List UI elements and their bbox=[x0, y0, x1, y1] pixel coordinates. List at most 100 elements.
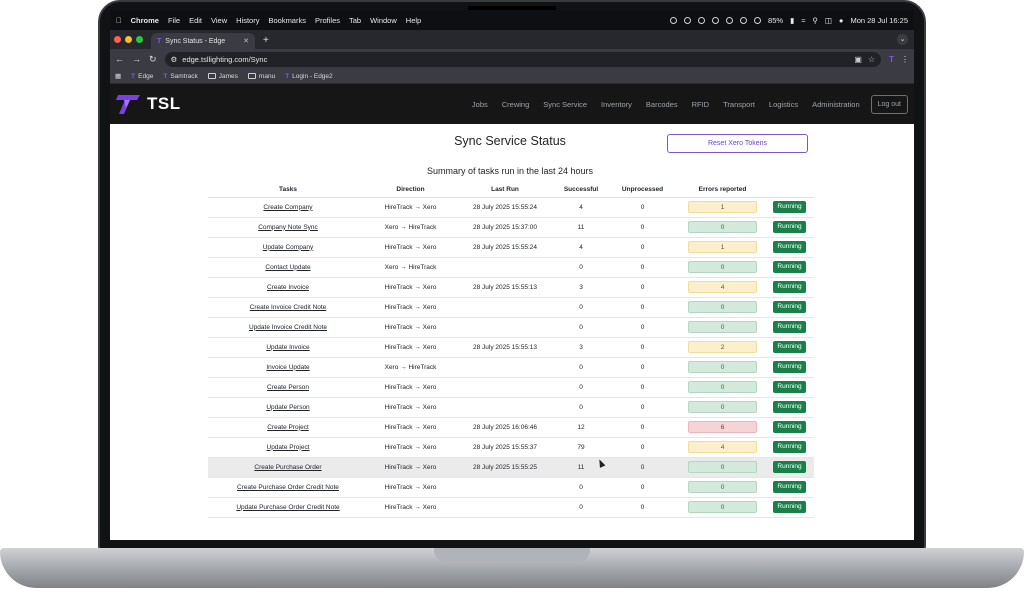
task-link[interactable]: Company Note Sync bbox=[258, 223, 318, 231]
status-icon[interactable] bbox=[712, 16, 720, 24]
bookmark-edge[interactable]: T Edge bbox=[131, 73, 153, 80]
close-tab-icon[interactable]: ✕ bbox=[243, 38, 249, 45]
status-badge[interactable]: Running bbox=[773, 361, 806, 373]
control-center-icon[interactable]: ◫ bbox=[824, 15, 832, 25]
task-link[interactable]: Create Person bbox=[267, 383, 309, 391]
status-badge[interactable]: Running bbox=[773, 341, 806, 353]
nav-administration[interactable]: Administration bbox=[812, 99, 860, 109]
menubar-edit[interactable]: Edit bbox=[183, 15, 202, 25]
reload-icon[interactable]: ↻ bbox=[149, 53, 157, 64]
task-link[interactable]: Update Company bbox=[262, 243, 314, 251]
errors-badge[interactable]: 0 bbox=[688, 461, 757, 473]
status-icon[interactable] bbox=[740, 16, 748, 24]
errors-badge[interactable]: 0 bbox=[688, 481, 757, 493]
back-icon[interactable]: ← bbox=[115, 54, 124, 64]
task-link[interactable]: Create Invoice bbox=[267, 283, 309, 291]
url-text[interactable]: edge.tsllighting.com/Sync bbox=[182, 54, 268, 64]
status-badge[interactable]: Running bbox=[773, 321, 806, 333]
errors-badge[interactable]: 0 bbox=[688, 301, 757, 313]
menubar-tab[interactable]: Tab bbox=[343, 15, 361, 25]
cast-icon[interactable]: ▣ bbox=[854, 54, 862, 64]
errors-badge[interactable]: 0 bbox=[688, 381, 757, 393]
close-window-icon[interactable] bbox=[114, 36, 121, 43]
status-badge[interactable]: Running bbox=[773, 401, 806, 413]
site-info-icon[interactable]: ⚙ bbox=[170, 54, 178, 64]
errors-badge[interactable]: 1 bbox=[688, 241, 757, 253]
status-badge[interactable]: Running bbox=[773, 421, 806, 433]
wifi-icon[interactable]: ≈ bbox=[801, 15, 806, 25]
task-link[interactable]: Update Invoice bbox=[266, 343, 310, 351]
task-link[interactable]: Contact Update bbox=[265, 263, 311, 271]
nav-crewing[interactable]: Crewing bbox=[501, 99, 530, 109]
extension-tsl-icon[interactable]: T bbox=[889, 54, 894, 64]
apps-grid-icon[interactable]: ▦ bbox=[115, 73, 122, 80]
status-icon[interactable] bbox=[670, 16, 678, 24]
status-icon[interactable] bbox=[726, 16, 734, 24]
search-icon[interactable]: ⚲ bbox=[812, 15, 818, 25]
task-link[interactable]: Create Project bbox=[267, 423, 309, 431]
menubar-profiles[interactable]: Profiles bbox=[309, 15, 340, 25]
task-link[interactable]: Update Purchase Order Credit Note bbox=[236, 503, 340, 511]
battery-icon[interactable]: ▮ bbox=[790, 15, 795, 25]
status-badge[interactable]: Running bbox=[773, 261, 806, 273]
nav-transport[interactable]: Transport bbox=[723, 99, 755, 109]
bookmark-star-icon[interactable]: ☆ bbox=[867, 54, 876, 64]
nav-jobs[interactable]: Jobs bbox=[471, 99, 488, 109]
errors-badge[interactable]: 0 bbox=[688, 501, 757, 513]
task-link[interactable]: Update Person bbox=[266, 403, 310, 411]
maximize-window-icon[interactable] bbox=[136, 36, 143, 43]
bookmark-samtrack[interactable]: T Samtrack bbox=[163, 73, 197, 80]
errors-badge[interactable]: 0 bbox=[688, 361, 757, 373]
errors-badge[interactable]: 4 bbox=[688, 281, 757, 293]
tab-search-icon[interactable]: ⌄ bbox=[897, 34, 908, 45]
apple-icon[interactable]:  bbox=[116, 16, 122, 25]
status-badge[interactable]: Running bbox=[773, 501, 806, 513]
errors-badge[interactable]: 4 bbox=[688, 441, 757, 453]
task-link[interactable]: Update Project bbox=[266, 443, 310, 451]
siri-icon[interactable]: ● bbox=[838, 15, 844, 25]
nav-barcodes[interactable]: Barcodes bbox=[645, 99, 678, 109]
errors-badge[interactable]: 0 bbox=[688, 401, 757, 413]
status-badge[interactable]: Running bbox=[773, 221, 806, 233]
menubar-datetime[interactable]: Mon 28 Jul 16:25 bbox=[850, 15, 908, 25]
errors-badge[interactable]: 0 bbox=[688, 261, 757, 273]
status-badge[interactable]: Running bbox=[773, 301, 806, 313]
browser-tab-active[interactable]: T Sync Status - Edge ✕ bbox=[151, 33, 255, 49]
nav-sync-service[interactable]: Sync Service bbox=[543, 99, 588, 109]
errors-badge[interactable]: 2 bbox=[688, 341, 757, 353]
task-link[interactable]: Create Purchase Order Credit Note bbox=[237, 483, 339, 491]
menubar-app-name[interactable]: Chrome bbox=[125, 15, 159, 25]
status-badge[interactable]: Running bbox=[773, 281, 806, 293]
menubar-history[interactable]: History bbox=[230, 15, 259, 25]
status-badge[interactable]: Running bbox=[773, 381, 806, 393]
menubar-bookmarks[interactable]: Bookmarks bbox=[262, 15, 306, 25]
menubar-window[interactable]: Window bbox=[364, 15, 397, 25]
status-icon[interactable] bbox=[754, 16, 762, 24]
nav-rfid[interactable]: RFID bbox=[691, 99, 710, 109]
errors-badge[interactable]: 1 bbox=[688, 201, 757, 213]
bookmark-folder-manu[interactable]: manu bbox=[247, 73, 275, 80]
minimize-window-icon[interactable] bbox=[125, 36, 132, 43]
task-link[interactable]: Invoice Update bbox=[266, 363, 310, 371]
errors-badge[interactable]: 0 bbox=[688, 321, 757, 333]
task-link[interactable]: Create Purchase Order bbox=[254, 463, 322, 471]
status-badge[interactable]: Running bbox=[773, 481, 806, 493]
forward-icon[interactable]: → bbox=[132, 54, 141, 64]
address-bar[interactable]: ⚙ edge.tsllighting.com/Sync ▣ ☆ bbox=[164, 51, 882, 67]
menubar-file[interactable]: File bbox=[162, 15, 180, 25]
bookmark-folder-james[interactable]: James bbox=[207, 73, 238, 80]
status-badge[interactable]: Running bbox=[773, 461, 806, 473]
logout-button[interactable]: Log out bbox=[870, 94, 908, 114]
menubar-help[interactable]: Help bbox=[400, 15, 421, 25]
bookmark-login-edge2[interactable]: T Login - Edge2 bbox=[285, 73, 332, 80]
new-tab-button[interactable]: + bbox=[263, 35, 269, 46]
task-link[interactable]: Create Invoice Credit Note bbox=[249, 303, 327, 311]
kebab-menu-icon[interactable]: ⋮ bbox=[901, 54, 909, 64]
status-badge[interactable]: Running bbox=[773, 241, 806, 253]
errors-badge[interactable]: 6 bbox=[688, 421, 757, 433]
nav-inventory[interactable]: Inventory bbox=[601, 99, 632, 109]
errors-badge[interactable]: 0 bbox=[688, 221, 757, 233]
status-badge[interactable]: Running bbox=[773, 441, 806, 453]
menubar-view[interactable]: View bbox=[205, 15, 227, 25]
status-badge[interactable]: Running bbox=[773, 201, 806, 213]
